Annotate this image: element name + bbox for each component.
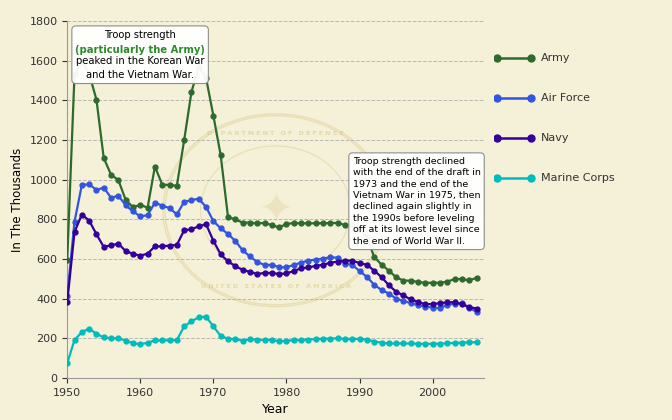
Marine Corps (348, 336, 356, 341)
Text: D E P A R T M E N T   O F   D E F E N S E: D E P A R T M E N T O F D E F E N S E (207, 131, 344, 136)
Text: Air Force: Air Force (541, 93, 590, 103)
Army (421, 280, 429, 285)
Marine Corps (78, 330, 86, 335)
Marine Corps (85, 326, 93, 331)
Marine Corps (355, 336, 364, 341)
Air Force (472, 309, 480, 314)
Navy (93, 232, 101, 237)
Army (63, 258, 71, 263)
Army (93, 97, 101, 102)
Army (348, 223, 356, 228)
Line: Army: Army (65, 59, 479, 285)
Text: ✦: ✦ (258, 189, 293, 231)
Text: Marine Corps: Marine Corps (541, 173, 615, 183)
Y-axis label: In The Thousands: In The Thousands (11, 147, 24, 252)
Marine Corps (63, 361, 71, 366)
Marine Corps (202, 314, 210, 319)
Army (355, 227, 364, 232)
Navy (180, 228, 188, 233)
Air Force (246, 254, 254, 259)
Navy (246, 269, 254, 274)
Text: Army: Army (541, 53, 571, 63)
Air Force (180, 200, 188, 205)
X-axis label: Year: Year (262, 403, 289, 416)
Army (180, 138, 188, 143)
Marine Corps (246, 336, 254, 341)
Navy (63, 300, 71, 305)
Air Force (93, 187, 101, 192)
Army (246, 220, 254, 225)
Army (85, 71, 93, 76)
Text: Troop strength declined
with the end of the draft in
1973 and the end of the
Vie: Troop strength declined with the end of … (353, 157, 480, 246)
Navy (355, 261, 364, 266)
Army (472, 276, 480, 281)
Text: (particularly the Army): (particularly the Army) (75, 45, 205, 55)
Air Force (63, 294, 71, 299)
Marine Corps (173, 338, 181, 343)
Line: Navy: Navy (65, 212, 479, 311)
Navy (78, 212, 86, 217)
Line: Marine Corps: Marine Corps (65, 314, 479, 366)
Marine Corps (472, 340, 480, 345)
Air Force (78, 183, 86, 188)
Navy (472, 306, 480, 311)
Air Force (355, 268, 364, 273)
Army (78, 59, 86, 64)
Line: Air Force: Air Force (65, 182, 479, 314)
Text: U N I T E D   S T A T E S   O F   A M E R I C A: U N I T E D S T A T E S O F A M E R I C … (200, 284, 351, 289)
Navy (348, 258, 356, 263)
Air Force (85, 182, 93, 187)
Text: Navy: Navy (541, 133, 569, 143)
Air Force (348, 262, 356, 267)
Text: Troop strength

peaked in the Korean War
and the Vietnam War.: Troop strength peaked in the Korean War … (76, 30, 204, 79)
Navy (85, 218, 93, 223)
